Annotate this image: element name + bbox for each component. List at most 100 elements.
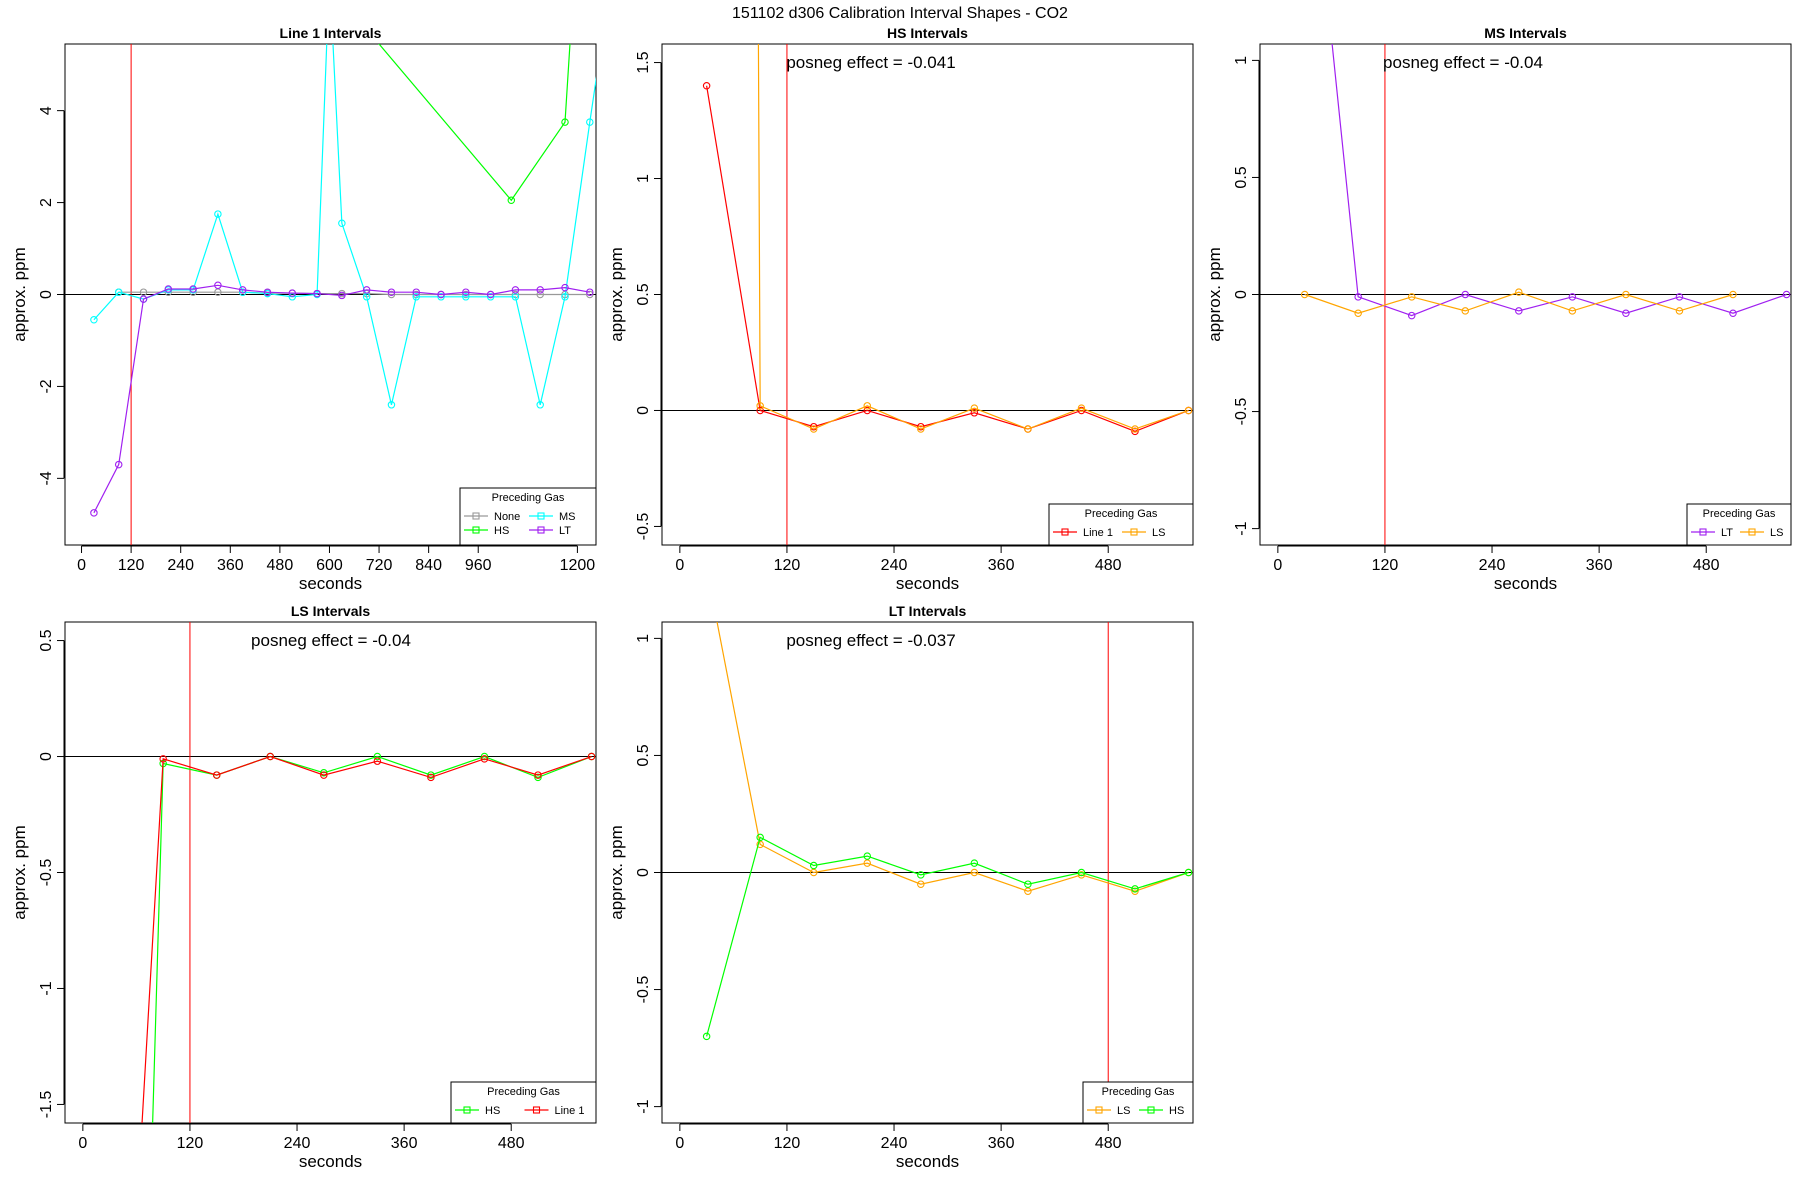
x-tick-label: 240 bbox=[284, 1135, 311, 1152]
panel-title: Line 1 Intervals bbox=[280, 25, 382, 41]
y-tick-label: -1 bbox=[635, 1099, 652, 1113]
data-point bbox=[114, 288, 123, 296]
data-point bbox=[970, 404, 979, 412]
y-tick-label: 0 bbox=[38, 290, 55, 299]
data-point bbox=[238, 288, 247, 296]
x-tick-label: 360 bbox=[391, 1135, 418, 1152]
legend-label: LT bbox=[559, 525, 571, 537]
legend-entry: HS bbox=[464, 525, 509, 537]
legend-box bbox=[1686, 503, 1792, 546]
data-point bbox=[373, 752, 382, 761]
legend-entry: HS bbox=[455, 1105, 500, 1117]
x-axis-label: seconds bbox=[896, 1152, 959, 1171]
data-point bbox=[1407, 293, 1416, 301]
data-point bbox=[970, 868, 979, 877]
series-ms bbox=[90, 44, 596, 409]
x-tick-label: 120 bbox=[118, 557, 145, 574]
x-axis-label: seconds bbox=[299, 574, 362, 593]
legend-entry: LT bbox=[1691, 527, 1733, 539]
x-tick-label: 360 bbox=[217, 557, 244, 574]
data-point bbox=[1622, 309, 1630, 317]
legend-label: None bbox=[494, 511, 520, 523]
plot-frame bbox=[64, 621, 597, 1124]
data-point bbox=[320, 769, 328, 777]
data-point bbox=[536, 290, 544, 299]
data-point bbox=[756, 406, 764, 415]
data-point bbox=[534, 773, 542, 782]
data-point bbox=[1407, 311, 1416, 320]
y-tick-label: 1 bbox=[635, 634, 652, 643]
series-line bbox=[757, 44, 1189, 430]
legend-label: LS bbox=[1152, 527, 1165, 539]
data-point bbox=[1077, 404, 1086, 412]
series-line bbox=[378, 44, 571, 202]
x-tick-label: 360 bbox=[988, 1135, 1015, 1152]
legend-entry: HS bbox=[1139, 1105, 1184, 1117]
data-point bbox=[1024, 887, 1032, 895]
data-point bbox=[1328, 34, 1334, 40]
panel-title: LT Intervals bbox=[889, 603, 967, 619]
posneg-annotation: posneg effect = -0.037 bbox=[786, 631, 955, 650]
data-point bbox=[1622, 290, 1630, 299]
data-point bbox=[1131, 885, 1139, 893]
x-tick-label: 240 bbox=[881, 557, 908, 574]
data-point bbox=[362, 293, 371, 301]
y-axis: -1 -0.5 0 0.5 1 approx. ppm bbox=[1205, 56, 1260, 536]
data-point bbox=[536, 401, 544, 409]
data-point bbox=[702, 82, 711, 90]
x-tick-label: 960 bbox=[465, 557, 492, 574]
data-point bbox=[1184, 868, 1193, 877]
x-tick-label: 360 bbox=[988, 557, 1015, 574]
legend-box bbox=[1048, 503, 1194, 546]
data-point bbox=[214, 281, 222, 290]
x-axis: 0 120 240 360 480 seconds bbox=[675, 545, 1122, 593]
legend-entry: None bbox=[464, 511, 520, 523]
data-point bbox=[756, 833, 764, 842]
data-point bbox=[1675, 307, 1684, 315]
x-tick-label: 240 bbox=[1479, 557, 1506, 574]
data-point bbox=[970, 859, 979, 867]
series-line bbox=[1304, 291, 1734, 314]
data-point bbox=[1515, 307, 1523, 315]
series-line bbox=[118, 291, 590, 296]
series-ls bbox=[1300, 288, 1737, 317]
x-tick-label: 360 bbox=[1586, 557, 1613, 574]
y-tick-label: -0.5 bbox=[635, 976, 652, 1004]
legend-box bbox=[450, 1081, 597, 1124]
data-point bbox=[1077, 871, 1086, 879]
x-tick-label: 480 bbox=[267, 557, 294, 574]
data-point bbox=[917, 422, 925, 431]
data-point bbox=[462, 290, 470, 299]
x-axis: 0 120 240 360 480 seconds bbox=[78, 1123, 525, 1171]
x-tick-label: 120 bbox=[774, 557, 801, 574]
data-point bbox=[387, 401, 396, 409]
data-point bbox=[756, 402, 764, 410]
data-point bbox=[114, 460, 123, 469]
x-axis-label: seconds bbox=[299, 1152, 362, 1171]
series-line bbox=[1331, 44, 1787, 317]
data-point bbox=[917, 871, 925, 879]
legend-label: HS bbox=[1169, 1105, 1184, 1117]
data-point bbox=[534, 771, 542, 779]
x-tick-label: 480 bbox=[1693, 557, 1720, 574]
legend-symbol bbox=[1748, 528, 1756, 536]
x-tick-label: 840 bbox=[415, 557, 442, 574]
x-tick-label: 480 bbox=[1095, 1135, 1122, 1152]
y-axis-label: approx. ppm bbox=[1205, 247, 1224, 342]
y-tick-label: 0.5 bbox=[1233, 166, 1250, 188]
data-point bbox=[809, 422, 818, 431]
series-line bbox=[716, 622, 1189, 892]
legend-title: Preceding Gas bbox=[492, 492, 565, 504]
data-point bbox=[1782, 290, 1791, 299]
legend-symbol bbox=[1147, 1106, 1155, 1114]
series-lt bbox=[90, 281, 594, 517]
figure-title: 151102 d306 Calibration Interval Shapes … bbox=[732, 5, 1068, 22]
data-point bbox=[917, 880, 925, 888]
data-point bbox=[362, 286, 371, 294]
data-point bbox=[159, 755, 167, 763]
x-tick-label: 0 bbox=[675, 1135, 684, 1152]
x-axis-label: seconds bbox=[896, 574, 959, 593]
panel-2: HS Intervals 0 120 240 360 480 seconds -0.5 0 0.5… bbox=[607, 25, 1194, 593]
